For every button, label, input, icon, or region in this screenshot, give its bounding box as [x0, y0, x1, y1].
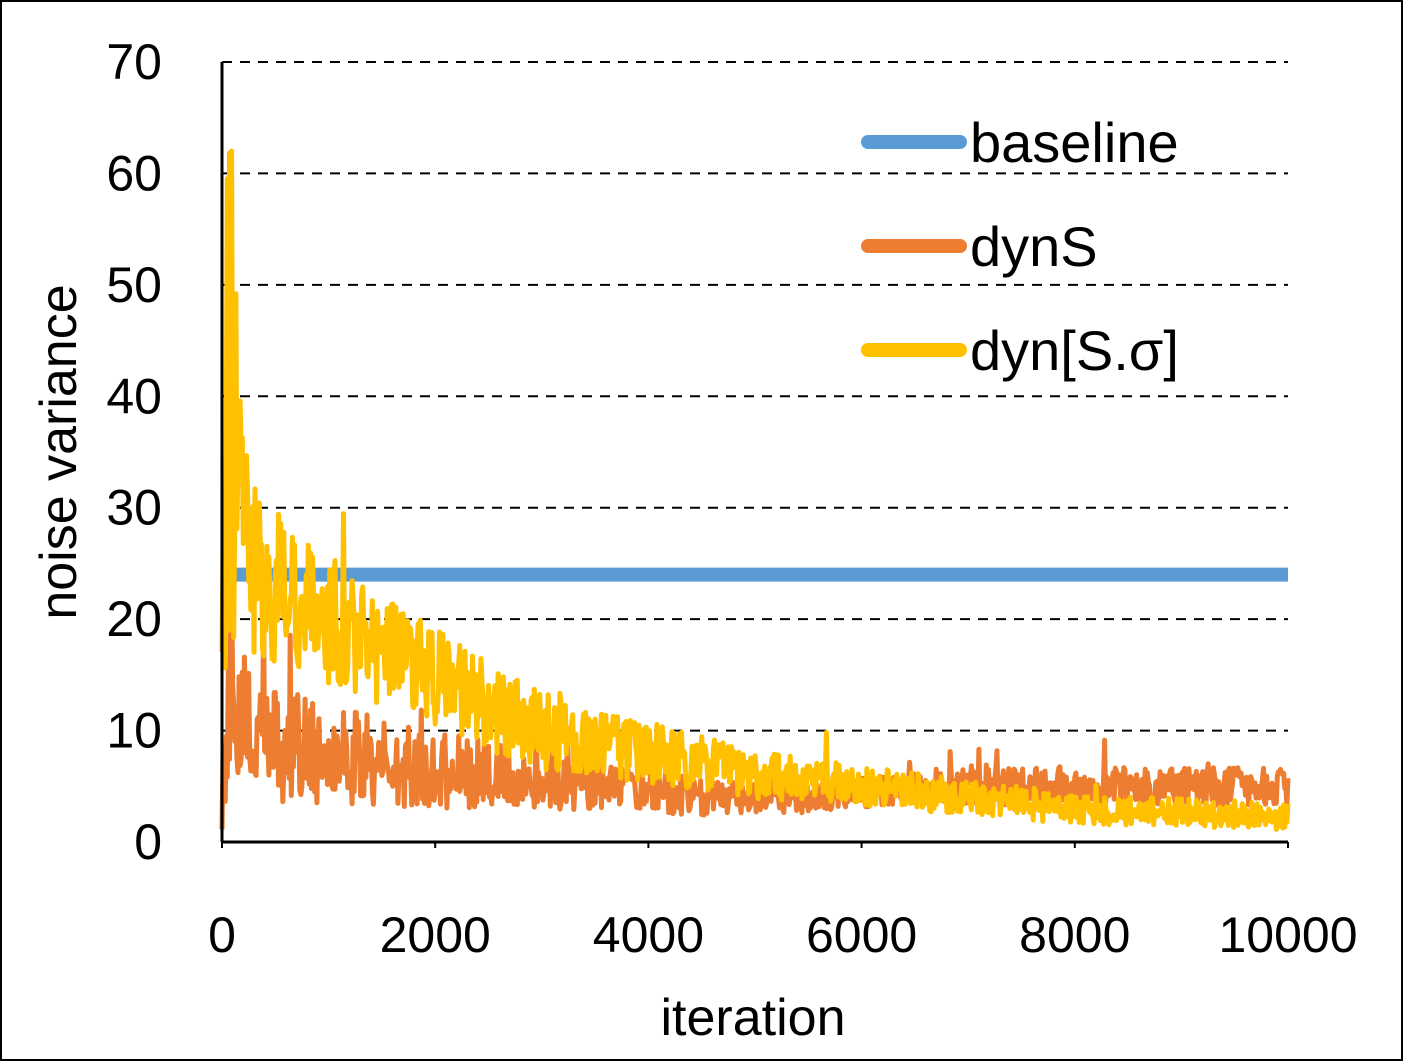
x-tick-label-0: 0	[208, 907, 236, 963]
axes	[220, 62, 1289, 848]
y-tick-label-0: 0	[134, 814, 162, 870]
legend-label-baseline: baseline	[970, 111, 1179, 174]
y-tick-label-40: 40	[106, 368, 162, 424]
gridlines	[222, 61, 1288, 732]
legend-label-dyn[S.σ]: dyn[S.σ]	[970, 319, 1179, 382]
y-tick-label-30: 30	[106, 480, 162, 536]
series-line-dyn[S.σ]	[219, 148, 1291, 832]
y-tick-label-20: 20	[106, 591, 162, 647]
x-tick-label-10000: 10000	[1218, 907, 1357, 963]
y-tick-label-70: 70	[106, 34, 162, 90]
tick-labels: 0 10 20 30 40 50 60 70 0 2000 4000 6000 8000 10000	[106, 34, 1357, 963]
legend: baseline dynS dyn[S.σ]	[861, 111, 1179, 382]
x-tick-label-4000: 4000	[593, 907, 704, 963]
series-group	[219, 148, 1291, 832]
x-tick-label-6000: 6000	[806, 907, 917, 963]
x-tick-label-2000: 2000	[380, 907, 491, 963]
x-tick-label-8000: 8000	[1019, 907, 1130, 963]
legend-label-dynS: dynS	[970, 215, 1098, 278]
y-axis-title: noise variance	[30, 284, 88, 619]
y-tick-label-50: 50	[106, 257, 162, 313]
y-tick-label-60: 60	[106, 145, 162, 201]
y-tick-label-10: 10	[106, 703, 162, 759]
x-axis-title: iteration	[661, 989, 846, 1047]
